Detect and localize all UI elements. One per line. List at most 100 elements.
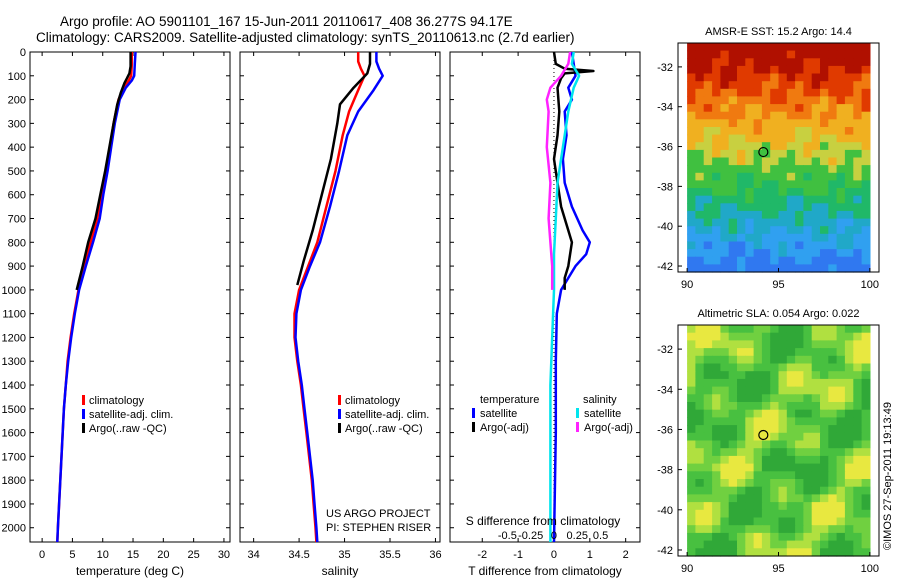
map-cell	[695, 111, 705, 120]
map-cell	[737, 517, 746, 526]
map-cell	[687, 134, 696, 143]
map-cell	[811, 127, 821, 136]
map-cell	[770, 479, 780, 488]
map-cell	[712, 226, 721, 235]
map-cell	[836, 256, 846, 265]
map-cell	[853, 210, 863, 220]
map-cell	[695, 517, 705, 526]
map-cell	[737, 371, 746, 380]
map-cell	[795, 548, 804, 557]
map-cell	[778, 81, 788, 90]
map-cell	[778, 165, 788, 174]
map-cell	[720, 65, 730, 75]
map-cell	[820, 440, 829, 449]
map-cell	[828, 509, 838, 519]
map-cell	[778, 43, 788, 52]
map-cell	[728, 157, 738, 166]
map-cell	[811, 210, 821, 220]
map-cell	[836, 371, 846, 380]
map-cell	[753, 119, 763, 128]
map-cell	[745, 371, 755, 380]
map-cell	[795, 363, 804, 372]
map-cell	[761, 264, 771, 273]
map-cell	[695, 203, 705, 212]
legend-swatch	[82, 409, 85, 419]
map-cell	[712, 371, 721, 380]
x-tick-label: 20	[157, 549, 169, 561]
map-cell	[720, 73, 730, 82]
map-cell	[803, 409, 813, 418]
map-cell	[712, 502, 721, 511]
map-cell	[695, 218, 705, 227]
map-cell	[770, 340, 780, 349]
map-cell	[770, 463, 780, 472]
map-cell	[811, 50, 821, 59]
map-cell	[853, 241, 863, 250]
map-cell	[853, 494, 863, 503]
map-cell	[712, 195, 721, 204]
y-tick-label: 100	[8, 71, 26, 83]
map-cell	[687, 43, 696, 52]
map-cell	[861, 65, 871, 75]
map-cell	[778, 325, 788, 334]
map-cell	[795, 340, 804, 349]
map-cell	[753, 371, 763, 380]
map-cell	[811, 378, 821, 388]
map-cell	[695, 502, 705, 511]
map-cell	[712, 256, 721, 265]
sst-map-panel: AMSR-E SST: 15.2 Argo: 14.4 -32 -34 -36 -38 -…	[657, 26, 880, 291]
difference-profile-panel: -2 -1 0 1 2T difference from climatology temp…	[449, 51, 641, 578]
map-cell	[728, 394, 738, 403]
map-cell	[820, 432, 829, 442]
map-cell	[828, 425, 838, 434]
map-cell	[853, 355, 863, 365]
map-cell	[695, 386, 705, 395]
map-cell	[811, 486, 821, 495]
map-cell	[728, 256, 738, 265]
map-cell	[786, 127, 796, 136]
map-cell	[795, 471, 804, 480]
map-cell	[778, 134, 788, 143]
map-cell	[820, 50, 829, 59]
map-cell	[728, 226, 738, 235]
map-cell	[712, 43, 721, 52]
sla-map-panel: Altimetric SLA: 0.054 Argo: 0.022 -32 -34 -…	[657, 308, 880, 575]
map-cell	[712, 548, 721, 557]
map-cell	[703, 43, 713, 52]
map-cell	[728, 149, 738, 159]
map-cell	[811, 58, 821, 67]
map-cell	[786, 58, 796, 67]
map-cell	[836, 355, 846, 365]
map-cell	[795, 256, 804, 265]
map-cell	[737, 50, 746, 59]
map-cell	[820, 494, 829, 503]
map-cell	[770, 517, 780, 526]
map-y-tick-label: -34	[657, 384, 673, 396]
map-cell	[778, 88, 788, 97]
map-cell	[836, 325, 846, 334]
map-cell	[728, 332, 738, 341]
map-cell	[811, 494, 821, 503]
map-cell	[811, 532, 821, 542]
map-y-tick-label: -36	[657, 424, 673, 436]
map-cell	[712, 65, 721, 75]
map-cell	[828, 218, 838, 227]
map-cell	[737, 402, 746, 411]
x-axis-label: temperature (deg C)	[76, 564, 184, 578]
map-cell	[761, 58, 771, 67]
map-cell	[728, 363, 738, 372]
map-cell	[786, 440, 796, 449]
map-cell	[703, 448, 713, 457]
map-cell	[828, 104, 838, 113]
legend-swatch	[576, 422, 579, 432]
map-cell	[720, 256, 730, 265]
series-line-2	[549, 51, 581, 542]
map-cell	[820, 340, 829, 349]
map-cell	[712, 241, 721, 250]
map-cell	[695, 432, 705, 442]
map-cell	[695, 226, 705, 235]
map-cell	[737, 425, 746, 434]
map-cell	[770, 417, 780, 426]
map-cell	[778, 417, 788, 426]
map-cell	[861, 486, 871, 495]
